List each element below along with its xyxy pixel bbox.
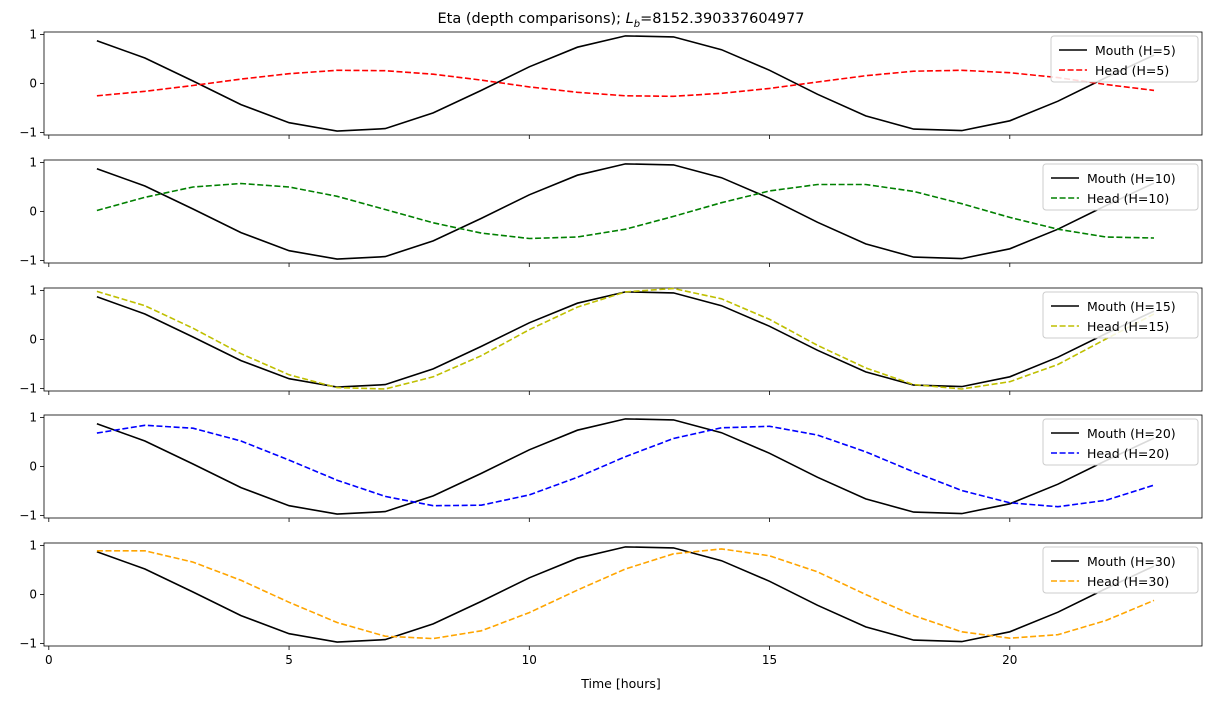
y-tick-label: −1 (19, 637, 37, 651)
x-tick-label: 0 (45, 653, 53, 667)
legend-mouth-label: Mouth (H=30) (1087, 554, 1176, 569)
head-series-line (96, 287, 1155, 390)
subplot-4: −1 0 1 Mouth (H=20) Head (H=20) (19, 410, 1203, 523)
legend: Mouth (H=15) Head (H=15) (1042, 291, 1199, 339)
legend-head-label: Head (H=15) (1087, 319, 1169, 334)
subplot-2: −1 0 1 Mouth (H=10) Head (H=10) (19, 155, 1203, 268)
mouth-series-line (96, 418, 1155, 515)
legend: Mouth (H=20) Head (H=20) (1042, 418, 1199, 466)
x-axis-label: Time [hours] (580, 676, 660, 691)
legend-head-label: Head (H=20) (1087, 446, 1169, 461)
mouth-series-line (96, 35, 1155, 132)
y-tick-label: 0 (29, 333, 37, 347)
y-tick-label: 0 (29, 460, 37, 474)
y-tick-label: 1 (29, 155, 37, 169)
y-tick-label: 1 (29, 538, 37, 552)
mouth-series-line (96, 546, 1155, 643)
y-tick-label: 1 (29, 27, 37, 41)
legend-box (1042, 291, 1199, 339)
chart-title: Eta (depth comparisons); Lb=8152.3903376… (437, 11, 804, 30)
x-tick-label: 15 (762, 653, 777, 667)
y-tick-label: −1 (19, 382, 37, 396)
x-tick-label: 10 (522, 653, 537, 667)
legend: Mouth (H=10) Head (H=10) (1042, 163, 1199, 211)
y-tick-label: 1 (29, 410, 37, 424)
head-series-line (96, 424, 1155, 508)
head-series-line (96, 69, 1155, 98)
legend-mouth-label: Mouth (H=20) (1087, 426, 1176, 441)
y-tick-label: 0 (29, 77, 37, 91)
y-tick-label: −1 (19, 126, 37, 140)
x-tick-label: 20 (1002, 653, 1017, 667)
legend-mouth-label: Mouth (H=15) (1087, 299, 1176, 314)
subplot-1: −1 0 1 Mouth (H=5) Head (H=5) (19, 27, 1203, 140)
head-series-line (96, 548, 1155, 640)
y-tick-label: −1 (19, 509, 37, 523)
y-tick-label: 0 (29, 205, 37, 219)
subplot-3: −1 0 1 Mouth (H=15) Head (H=15) (19, 283, 1203, 396)
legend-mouth-label: Mouth (H=5) (1095, 43, 1176, 58)
legend-box (1042, 546, 1199, 594)
legend-mouth-label: Mouth (H=10) (1087, 171, 1176, 186)
y-tick-label: −1 (19, 254, 37, 268)
subplot-stack: −1 0 1 Mouth (H=5) Head (H=5) −1 0 1 Mouth (H=10… (19, 27, 1203, 667)
y-tick-label: 0 (29, 588, 37, 602)
mouth-series-line (96, 163, 1155, 260)
legend-head-label: Head (H=30) (1087, 574, 1169, 589)
x-tick-label: 5 (285, 653, 293, 667)
y-tick-label: 1 (29, 283, 37, 297)
legend-head-label: Head (H=5) (1095, 63, 1169, 78)
head-series-line (96, 182, 1155, 240)
legend-box (1042, 418, 1199, 466)
legend: Mouth (H=5) Head (H=5) (1050, 35, 1199, 83)
legend-box (1050, 35, 1199, 83)
legend-head-label: Head (H=10) (1087, 191, 1169, 206)
legend: Mouth (H=30) Head (H=30) (1042, 546, 1199, 594)
legend-box (1042, 163, 1199, 211)
